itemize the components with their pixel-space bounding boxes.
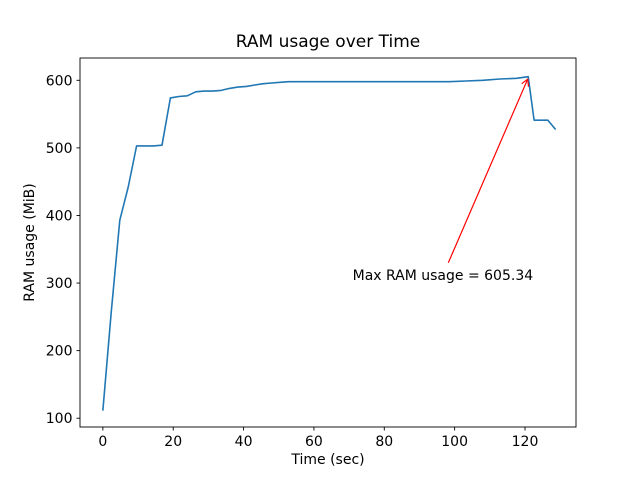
x-tick-label: 0 [98,434,107,450]
axes-ticks: 0 20 40 60 80 100 120 100 200 300 400 500 600 [46,73,539,450]
x-tick-label: 120 [512,434,539,450]
y-tick-label: 400 [46,208,73,224]
x-tick-label: 60 [305,434,323,450]
series-group [102,75,557,411]
y-tick-label: 600 [46,73,73,89]
annotation-text: Max RAM usage = 605.34 [353,268,534,284]
x-axis-label: Time (sec) [290,452,364,468]
annotation-group: Max RAM usage = 605.34 [353,79,534,284]
x-tick-label: 80 [375,434,393,450]
x-tick-label: 40 [235,434,253,450]
y-tick-label: 100 [46,411,73,427]
ram-usage-line [102,75,557,411]
chart-title: RAM usage over Time [236,32,420,52]
y-tick-label: 200 [46,344,73,360]
annotation-arrow [447,79,527,264]
plot-area [80,58,576,427]
x-tick-label: 20 [164,434,182,450]
y-tick-label: 500 [46,141,73,157]
y-axis-label: RAM usage (MiB) [22,183,38,301]
y-tick-label: 300 [46,276,73,292]
axes-spines [79,57,577,428]
x-tick-label: 100 [441,434,468,450]
